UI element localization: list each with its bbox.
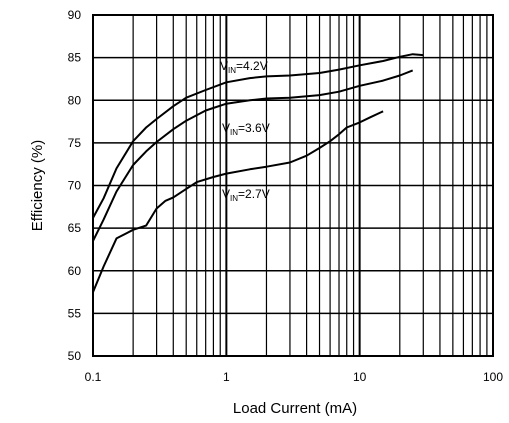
x-axis-label: Load Current (mA): [233, 400, 357, 417]
y-tick-label: 65: [68, 221, 82, 235]
x-tick-label: 0.1: [85, 370, 102, 384]
x-tick-label: 10: [353, 370, 367, 384]
series-line-3: [92, 110, 384, 293]
y-tick-label: 80: [68, 93, 82, 107]
chart-grid: [92, 14, 494, 357]
plot-frame: [92, 14, 494, 357]
y-tick-label: 75: [68, 136, 82, 150]
y-tick-label: 55: [68, 306, 82, 320]
x-tick-label: 100: [483, 370, 503, 384]
series-annotation-2: VIN=3.6V: [222, 121, 270, 137]
series-line-2: [92, 69, 414, 242]
series-annotation-3: VIN=2.7V: [222, 187, 270, 203]
y-axis-label: Efficiency (%): [29, 140, 46, 231]
series-annotation-1: VIN=4.2V: [220, 59, 268, 75]
y-tick-label: 60: [68, 264, 82, 278]
y-tick-label: 70: [68, 179, 82, 193]
tick-labels: 50 55 60 65 70 75 80 85 90 0.1 1 10 100: [68, 8, 504, 384]
y-tick-label: 90: [68, 8, 82, 22]
series-line-1: [92, 53, 424, 219]
y-tick-label: 85: [68, 51, 82, 65]
y-tick-label: 50: [68, 349, 82, 363]
x-tick-label: 1: [223, 370, 230, 384]
series-annotations: VIN=4.2V VIN=3.6V VIN=2.7V: [220, 59, 270, 203]
series-lines: [92, 53, 424, 293]
